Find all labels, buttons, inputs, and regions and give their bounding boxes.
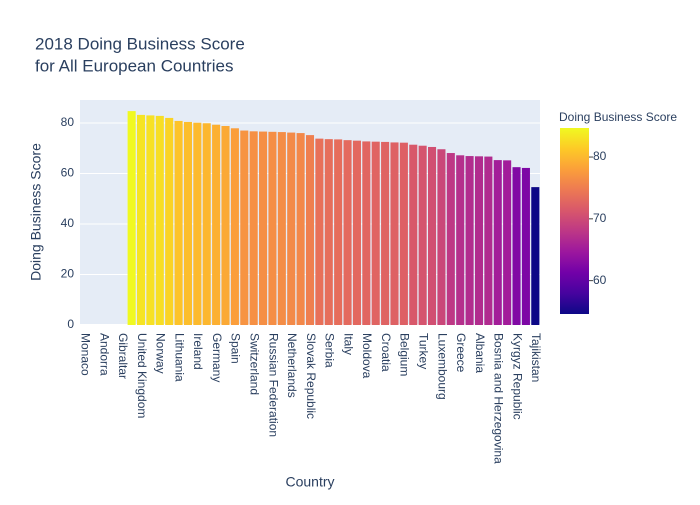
x-tick-label: Gibraltar: [116, 333, 130, 379]
bar: [296, 133, 305, 325]
x-tick-label: Italy: [341, 333, 355, 355]
colorbar-title: Doing Business Score: [559, 110, 677, 124]
y-tick-label: 60: [61, 166, 75, 180]
bar: [277, 132, 286, 325]
x-tick-label: Russian Federation: [266, 333, 280, 437]
bar: [127, 111, 136, 325]
bar: [249, 131, 258, 325]
x-tick-label: Switzerland: [248, 333, 262, 395]
bar: [259, 131, 268, 325]
bar: [531, 187, 540, 325]
y-tick-label: 80: [61, 115, 75, 129]
bar: [428, 146, 437, 325]
bar: [381, 141, 390, 325]
x-tick-label: Germany: [210, 333, 224, 382]
bar: [146, 115, 155, 325]
bar: [268, 131, 277, 325]
bar: [221, 126, 230, 325]
x-axis-title: Country: [285, 474, 334, 490]
bar: [446, 153, 455, 325]
y-tick-label: 20: [61, 267, 75, 281]
x-tick-label: Albania: [473, 333, 487, 373]
bar: [174, 120, 183, 325]
bar: [503, 160, 512, 325]
bar: [212, 124, 221, 326]
x-tick-label: Serbia: [323, 333, 337, 368]
bar: [474, 156, 484, 325]
bar: [399, 142, 408, 325]
x-tick-label: Luxembourg: [435, 333, 449, 400]
bar: [352, 140, 361, 325]
bar: [230, 128, 239, 325]
y-tick-label: 0: [67, 317, 74, 331]
y-axis-title: Doing Business Score: [28, 143, 44, 281]
bar: [437, 149, 446, 325]
colorbar: [560, 128, 589, 314]
bar: [512, 167, 521, 325]
bar: [305, 135, 315, 325]
bar: [409, 144, 418, 325]
chart-title: 2018 Doing Business Score: [35, 34, 245, 53]
bar: [362, 141, 371, 325]
x-tick-label: Croatia: [379, 333, 393, 372]
colorbar-tick-label: 70: [593, 211, 607, 225]
x-tick-label: Kyrgyz Republic: [510, 333, 524, 420]
x-tick-label: Greece: [454, 333, 468, 373]
bar: [240, 130, 249, 325]
x-tick-label: Netherlands: [285, 333, 299, 398]
bar: [456, 155, 465, 325]
bar: [371, 141, 380, 325]
x-tick-label: Slovak Republic: [304, 333, 318, 419]
bar: [287, 132, 296, 325]
bar: [315, 138, 324, 325]
x-tick-label: Moldova: [360, 333, 374, 379]
bar: [418, 145, 427, 325]
bar: [343, 140, 352, 325]
bar: [493, 160, 502, 325]
x-tick-label: Spain: [229, 333, 243, 364]
colorbar-tick-label: 60: [593, 273, 607, 287]
bar: [334, 139, 343, 325]
x-tick-label: Turkey: [416, 333, 430, 369]
y-tick-label: 40: [61, 216, 75, 230]
bar: [390, 142, 399, 325]
bar: [465, 156, 474, 325]
x-tick-label: United Kingdom: [135, 333, 149, 418]
bar: [155, 115, 164, 325]
bar: [324, 139, 333, 325]
bar: [521, 167, 530, 325]
x-tick-label: Belgium: [398, 333, 412, 376]
x-tick-label: Lithuania: [172, 333, 186, 382]
bar: [193, 122, 202, 326]
x-tick-label: Bosnia and Herzegovina: [492, 333, 506, 464]
bar: [165, 117, 174, 325]
x-tick-label: Monaco: [79, 333, 93, 376]
x-tick-label: Tajikistan: [529, 333, 543, 382]
bar: [484, 156, 493, 325]
colorbar-tick-label: 80: [593, 149, 607, 163]
bar: [202, 123, 211, 325]
x-tick-label: Andorra: [97, 333, 111, 376]
x-tick-label: Norway: [154, 333, 168, 374]
bar: [183, 121, 192, 325]
x-tick-label: Ireland: [191, 333, 205, 370]
chart-title: for All European Countries: [35, 56, 233, 75]
bar: [136, 114, 146, 325]
